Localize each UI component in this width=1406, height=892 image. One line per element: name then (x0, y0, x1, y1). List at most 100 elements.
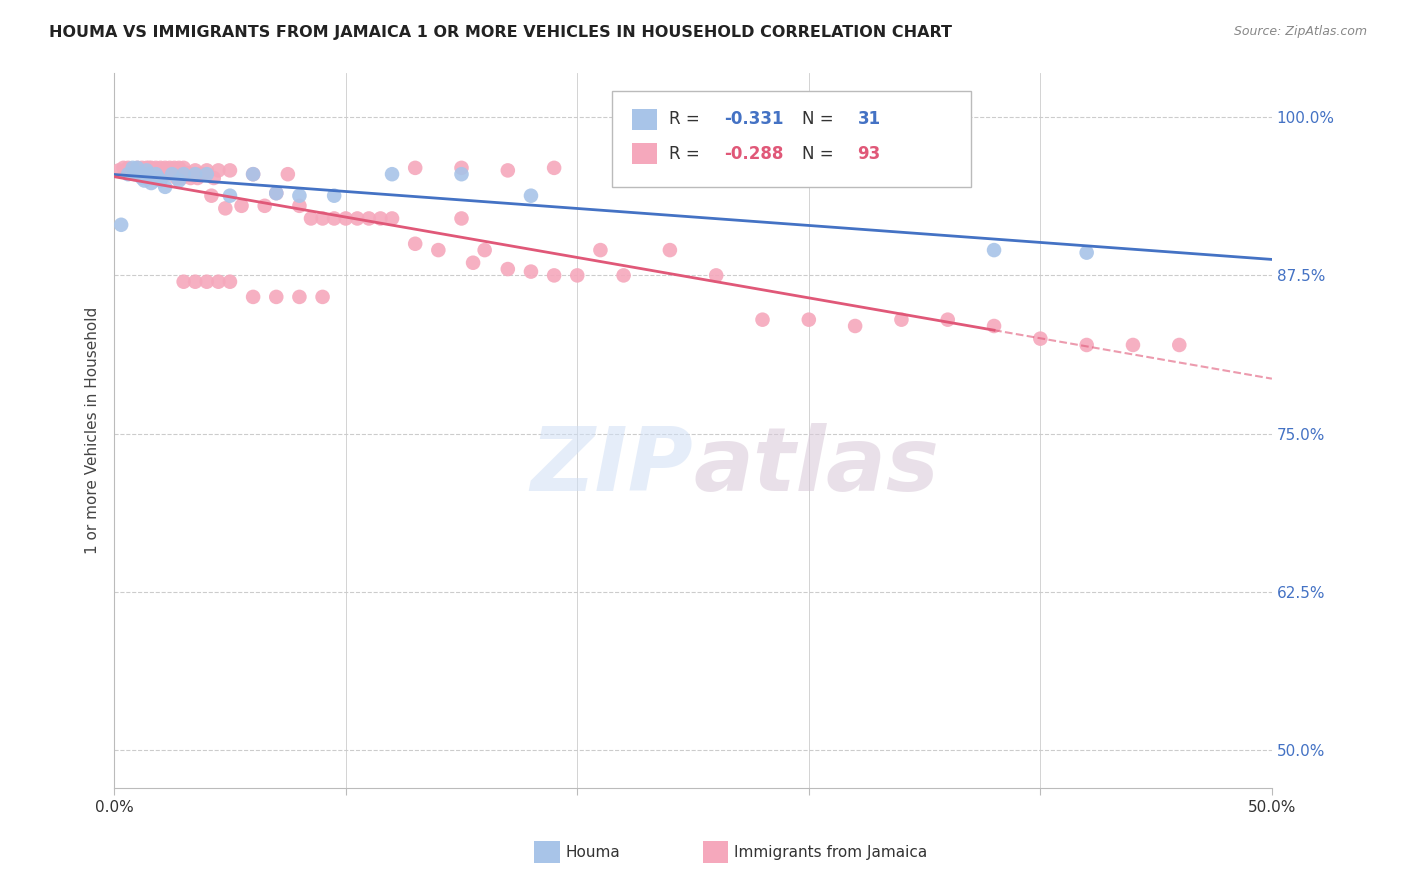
Bar (631, 109, 657, 130)
Point (131, 161, 153, 175)
Point (658, 243, 681, 257)
Point (142, 171, 165, 186)
Point (173, 167, 195, 181)
Point (153, 179, 176, 194)
Point (264, 186, 287, 201)
Point (124, 167, 146, 181)
Point (128, 167, 150, 181)
Text: Houma: Houma (565, 846, 620, 860)
Point (145, 166, 167, 180)
Point (370, 211, 392, 226)
Text: -0.288: -0.288 (724, 145, 783, 162)
Point (704, 268, 727, 283)
Point (427, 243, 450, 257)
Point (219, 188, 242, 202)
Point (138, 167, 160, 181)
Point (127, 166, 149, 180)
Text: -0.331: -0.331 (724, 111, 783, 128)
Point (323, 211, 346, 226)
Point (496, 163, 519, 178)
Point (983, 243, 1005, 257)
Point (288, 290, 311, 304)
Point (121, 163, 143, 178)
Point (138, 161, 160, 175)
Point (381, 167, 404, 181)
Point (134, 173, 156, 187)
Point (195, 275, 218, 289)
Point (264, 290, 287, 304)
Point (145, 167, 167, 181)
Point (323, 188, 346, 202)
Point (520, 188, 543, 202)
Point (159, 161, 181, 175)
Point (117, 161, 139, 175)
Point (135, 161, 157, 175)
Point (131, 171, 153, 186)
Point (117, 167, 139, 181)
Point (589, 243, 612, 257)
Bar (631, 143, 657, 164)
Point (141, 161, 163, 175)
Point (156, 167, 179, 181)
FancyBboxPatch shape (612, 91, 972, 187)
Text: Source: ZipAtlas.com: Source: ZipAtlas.com (1233, 25, 1367, 38)
Point (153, 161, 176, 175)
Point (404, 236, 426, 251)
Point (1076, 338, 1098, 352)
Text: 31: 31 (858, 111, 880, 128)
Point (844, 318, 866, 333)
Point (264, 186, 287, 201)
Point (214, 202, 236, 216)
Point (145, 161, 167, 175)
Point (890, 312, 912, 326)
Point (207, 163, 229, 178)
Point (1076, 245, 1098, 260)
Point (231, 199, 253, 213)
Point (1029, 332, 1052, 346)
Point (242, 167, 264, 181)
Point (207, 275, 229, 289)
Point (149, 173, 172, 187)
Point (751, 312, 773, 326)
Point (173, 275, 195, 289)
Point (148, 171, 170, 186)
Point (191, 167, 214, 181)
Point (173, 161, 195, 175)
Point (170, 171, 193, 186)
Point (134, 163, 156, 178)
Text: ZIP: ZIP (530, 423, 693, 509)
Point (127, 161, 149, 175)
Point (461, 256, 484, 270)
Point (288, 199, 311, 213)
Point (219, 163, 242, 178)
Text: 93: 93 (858, 145, 880, 162)
Point (613, 268, 636, 283)
Point (450, 161, 472, 175)
Point (160, 167, 183, 181)
Text: R =: R = (669, 111, 704, 128)
Point (450, 211, 472, 226)
Point (110, 218, 132, 232)
Text: N =: N = (801, 111, 839, 128)
Text: N =: N = (801, 145, 839, 162)
Point (299, 211, 322, 226)
Point (141, 176, 163, 190)
Point (253, 199, 276, 213)
Text: R =: R = (669, 145, 704, 162)
Point (195, 167, 218, 181)
Point (543, 161, 565, 175)
Point (166, 171, 188, 186)
Point (357, 211, 380, 226)
Point (520, 264, 543, 278)
Point (567, 268, 589, 283)
Text: Immigrants from Jamaica: Immigrants from Jamaica (734, 846, 927, 860)
Point (1122, 338, 1144, 352)
Point (187, 171, 209, 186)
Point (543, 268, 565, 283)
Point (149, 161, 172, 175)
Point (127, 161, 149, 175)
Point (160, 167, 183, 181)
Point (200, 188, 222, 202)
Point (108, 163, 131, 178)
Point (138, 163, 160, 178)
